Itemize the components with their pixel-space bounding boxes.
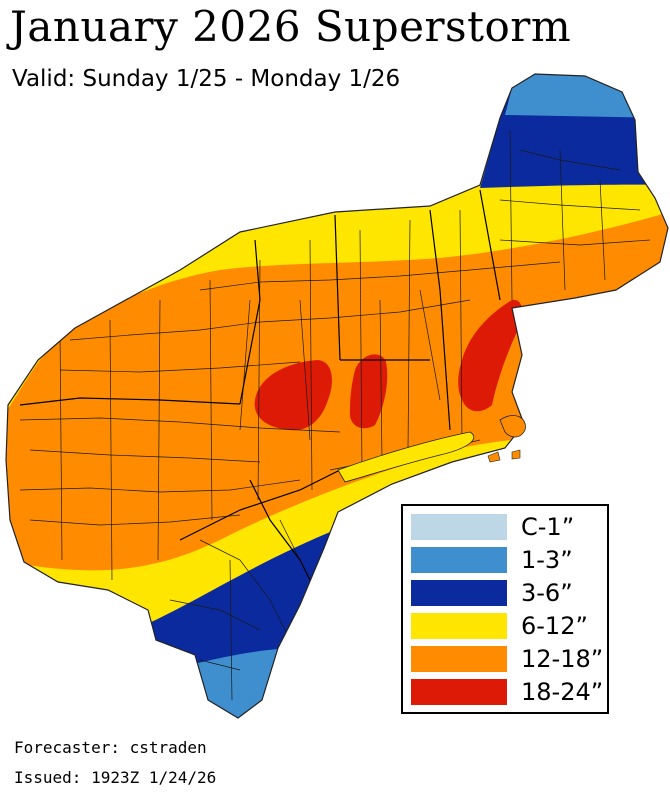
legend-swatch xyxy=(411,678,507,705)
island-marthas-vineyard xyxy=(487,451,501,463)
legend-label: C-1” xyxy=(521,512,575,541)
map-subtitle: Valid: Sunday 1/25 - Monday 1/26 xyxy=(12,66,401,92)
legend-swatch xyxy=(411,612,507,639)
legend-label: 1-3” xyxy=(521,545,573,574)
legend-swatch xyxy=(411,546,507,573)
legend-swatch xyxy=(411,645,507,672)
legend-label: 3-6” xyxy=(521,578,573,607)
legend-swatch xyxy=(411,513,507,540)
legend-item: 3-6” xyxy=(411,576,607,609)
issued-time: Issued: 1923Z 1/24/26 xyxy=(14,768,217,787)
forecaster-credit: Forecaster: cstraden xyxy=(14,738,207,757)
legend: C-1” 1-3” 3-6” 6-12” 12-18” 18-24” xyxy=(401,504,609,714)
band-18-24-east xyxy=(458,299,523,412)
band-18-24-west xyxy=(254,360,332,431)
legend-label: 12-18” xyxy=(521,644,604,673)
legend-item: 1-3” xyxy=(411,543,607,576)
legend-item: C-1” xyxy=(411,510,607,543)
long-island xyxy=(337,431,475,483)
state-boundaries xyxy=(19,189,501,601)
band-3-6-north xyxy=(6,74,668,188)
legend-item: 18-24” xyxy=(411,675,607,708)
legend-swatch xyxy=(411,579,507,606)
band-18-24-central xyxy=(349,354,388,429)
island-nantucket xyxy=(511,449,521,460)
cape-cod xyxy=(499,415,526,438)
map-title: January 2026 Superstorm xyxy=(10,2,572,51)
legend-label: 6-12” xyxy=(521,611,588,640)
legend-item: 12-18” xyxy=(411,642,607,675)
legend-label: 18-24” xyxy=(521,677,604,706)
legend-item: 6-12” xyxy=(411,609,607,642)
